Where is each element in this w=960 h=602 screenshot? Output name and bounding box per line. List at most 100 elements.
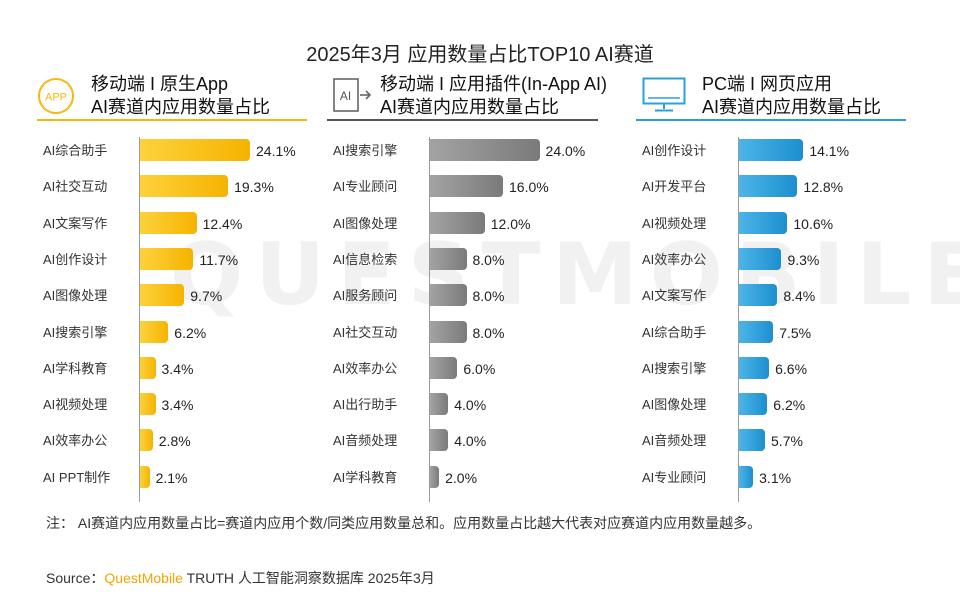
chart-axis-line [139,137,140,502]
bar [739,429,766,452]
panel-title-line2: AI赛道内应用数量占比 [702,97,882,117]
panel-title-line2: AI赛道内应用数量占比 [380,97,560,117]
panel-header: AI 移动端 I 应用插件(In-App AI) AI赛道内应用数量占比 [327,66,607,122]
bar [140,175,229,198]
bar [739,139,804,161]
category-label: AI学科教育 [333,469,398,485]
bar [739,393,768,416]
data-label: 3.4% [161,397,194,414]
bar [140,465,150,488]
data-label: 12.4% [202,215,243,232]
panel-native-app: APP 移动端 I 原生App AI赛道内应用数量占比 AI综合助手 24.1% A… [37,66,307,506]
panel-in-app-plugin: AI 移动端 I 应用插件(In-App AI) AI赛道内应用数量占比 AI搜… [327,66,607,506]
panel-underline [636,119,906,121]
ai-icon-text: AI [340,89,351,103]
panel-title-line1: 移动端 I 原生App [91,74,229,94]
source-line: Source：QuestMobile TRUTH 人工智能洞察数据库 2025年… [46,568,435,588]
bar [430,465,440,488]
data-label: 2.0% [445,469,478,486]
category-label: AI效率办公 [333,360,398,376]
bar [739,465,754,488]
category-label: AI搜索引擎 [43,324,108,340]
data-label: 12.8% [803,179,844,196]
category-label: AI创作设计 [642,143,707,158]
category-label: AI信息检索 [333,251,398,267]
bar [140,139,250,161]
data-label: 4.0% [454,397,487,414]
bar [140,211,197,234]
bar [430,320,467,343]
chart-axis-line [738,137,739,502]
bar [739,175,798,198]
category-label: AI文案写作 [43,215,108,231]
category-label: AI音频处理 [642,433,707,449]
data-label: 3.1% [759,469,792,486]
panel-title-line1: PC端 I 网页应用 [702,74,833,94]
category-label: AI社交互动 [43,179,108,195]
category-label: AI视频处理 [642,215,707,231]
category-label: AI文案写作 [642,288,707,304]
bar [140,247,194,270]
bar [430,393,449,416]
monitor-icon [642,77,686,112]
data-label: 9.7% [190,288,223,305]
data-label: 9.3% [787,251,820,268]
ai-plugin-icon: AI [333,78,372,112]
data-label: 8.0% [472,251,505,268]
data-label: 12.0% [490,215,531,232]
data-label: 24.0% [545,143,586,159]
data-label: 6.0% [463,360,496,377]
bar [140,320,169,343]
bar [430,139,540,161]
bar [140,284,185,307]
panel-header: APP 移动端 I 原生App AI赛道内应用数量占比 [37,66,307,122]
category-label: AI创作设计 [43,251,108,267]
bar [430,284,467,307]
category-label: AI图像处理 [43,288,108,304]
category-label: AI PPT制作 [43,469,111,485]
data-label: 2.1% [155,469,188,486]
data-label: 10.6% [793,215,834,232]
category-label: AI社交互动 [333,324,398,340]
app-icon-text: APP [45,92,67,104]
bar [140,393,156,416]
bar [430,356,458,379]
data-label: 16.0% [509,179,549,196]
category-label: AI效率办公 [43,433,108,449]
bar [739,284,778,307]
data-label: 11.7% [199,251,239,268]
data-label: 3.4% [161,360,194,377]
category-label: AI专业顾问 [642,469,707,485]
source-prefix: Source： [46,570,105,586]
category-label: AI出行助手 [333,397,398,413]
data-label: 4.0% [454,433,487,450]
category-label: AI专业顾问 [333,179,398,195]
data-label: 8.0% [472,324,505,341]
bar [140,356,156,379]
category-label: AI服务顾问 [333,288,398,304]
category-label: AI图像处理 [333,215,398,231]
page-title: 2025年3月 应用数量占比TOP10 AI赛道 [306,44,654,66]
data-label: 7.5% [779,324,812,341]
data-label: 19.3% [234,179,274,196]
category-label: AI开发平台 [642,179,707,195]
bar [430,247,467,270]
data-label: 5.7% [771,433,803,450]
panel-title-line2: AI赛道内应用数量占比 [91,97,271,117]
panel-underline [327,119,598,121]
panel-title-line1: 移动端 I 应用插件(In-App AI) [380,74,608,94]
category-label: AI音频处理 [333,433,398,449]
category-label: AI学科教育 [43,360,108,376]
category-label: AI综合助手 [43,143,108,158]
data-label: 6.2% [773,397,806,414]
data-label: 6.6% [775,360,808,377]
app-circle-icon: APP [38,78,74,114]
data-label: 24.1% [256,143,296,159]
data-label: 2.8% [158,433,191,450]
category-label: AI视频处理 [43,397,108,413]
category-label: AI综合助手 [642,324,707,340]
bar [739,211,788,234]
category-label: AI效率办公 [642,251,707,267]
panel-underline [37,119,307,121]
bar [430,175,504,198]
